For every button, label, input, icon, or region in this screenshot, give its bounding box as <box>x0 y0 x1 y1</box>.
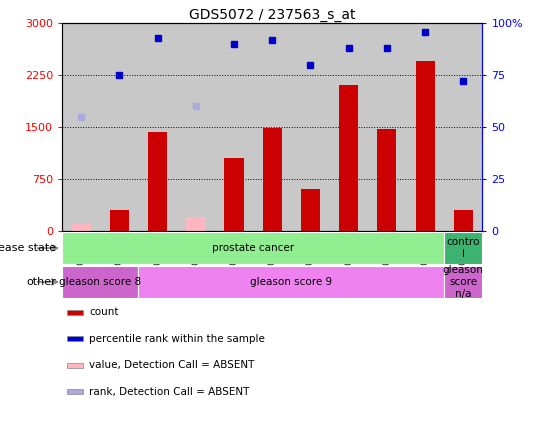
Bar <box>72 224 91 231</box>
Bar <box>186 217 205 231</box>
Bar <box>62 232 444 264</box>
Text: percentile rank within the sample: percentile rank within the sample <box>89 334 265 343</box>
Bar <box>454 210 473 231</box>
Text: count: count <box>89 307 119 317</box>
Text: gleason score 8: gleason score 8 <box>59 277 141 287</box>
Bar <box>139 266 444 298</box>
Bar <box>148 132 167 231</box>
Bar <box>67 389 82 394</box>
Bar <box>444 266 482 298</box>
Text: prostate cancer: prostate cancer <box>212 243 294 253</box>
Text: gleason score 9: gleason score 9 <box>250 277 333 287</box>
Text: rank, Detection Call = ABSENT: rank, Detection Call = ABSENT <box>89 387 250 397</box>
Bar <box>301 189 320 231</box>
Bar <box>67 336 82 341</box>
Text: other: other <box>27 277 57 287</box>
Bar <box>224 158 244 231</box>
Bar <box>339 85 358 231</box>
Bar <box>262 128 282 231</box>
Bar <box>67 310 82 315</box>
Bar <box>67 363 82 368</box>
Text: gleason
score
n/a: gleason score n/a <box>443 265 483 299</box>
Text: contro
l: contro l <box>447 237 480 259</box>
Bar <box>444 232 482 264</box>
Bar <box>416 61 434 231</box>
Text: value, Detection Call = ABSENT: value, Detection Call = ABSENT <box>89 360 255 370</box>
Text: disease state: disease state <box>0 243 57 253</box>
Bar <box>62 266 139 298</box>
Bar <box>377 129 396 231</box>
Bar <box>110 210 129 231</box>
Title: GDS5072 / 237563_s_at: GDS5072 / 237563_s_at <box>189 8 355 22</box>
